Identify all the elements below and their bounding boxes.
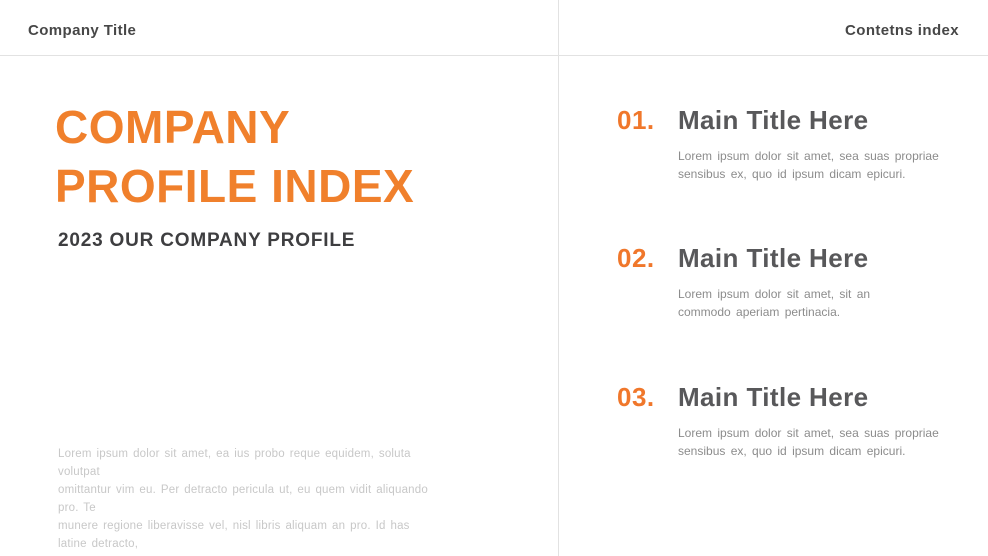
index-item-description-line: Lorem ipsum dolor sit amet, sea suas pro… bbox=[678, 149, 939, 163]
index-item-title: Main Title Here bbox=[678, 105, 869, 135]
company-title: Company Title bbox=[28, 22, 137, 39]
index-item-description-line: commodo aperiam pertinacia. bbox=[678, 305, 841, 319]
index-item-description-line: sensibus ex, quo id ipsum dicam epicuri. bbox=[678, 167, 906, 181]
index-item-number: 02. bbox=[617, 243, 655, 273]
index-item-title: Main Title Here bbox=[678, 243, 869, 273]
index-item-description-line: Lorem ipsum dolor sit amet, sit an bbox=[678, 287, 871, 301]
index-item-body: Main Title Here Lorem ipsum dolor sit am… bbox=[678, 382, 939, 460]
index-item-body: Main Title Here Lorem ipsum dolor sit am… bbox=[678, 243, 870, 321]
index-item-description: Lorem ipsum dolor sit amet, sea suas pro… bbox=[678, 424, 939, 460]
index-item-number: 03. bbox=[617, 382, 655, 412]
intro-paragraph: Lorem ipsum dolor sit amet, ea ius probo… bbox=[58, 445, 428, 556]
page-title-line1: COMPANY bbox=[55, 101, 291, 153]
vertical-divider bbox=[558, 0, 559, 556]
index-item-description-line: Lorem ipsum dolor sit amet, sea suas pro… bbox=[678, 426, 939, 440]
index-item-description-line: sensibus ex, quo id ipsum dicam epicuri. bbox=[678, 444, 906, 458]
page-title: COMPANY PROFILE INDEX bbox=[55, 98, 414, 216]
intro-paragraph-line: munere regione liberavisse vel, nisl lib… bbox=[58, 520, 410, 550]
index-item-01: 01. Main Title Here Lorem ipsum dolor si… bbox=[617, 105, 939, 183]
index-item-02: 02. Main Title Here Lorem ipsum dolor si… bbox=[617, 243, 870, 321]
intro-paragraph-line: omittantur vim eu. Per detracto pericula… bbox=[58, 484, 428, 514]
index-item-title: Main Title Here bbox=[678, 382, 869, 412]
contents-index-label: Contetns index bbox=[845, 22, 959, 39]
page-title-line2: PROFILE INDEX bbox=[55, 160, 415, 212]
index-item-03: 03. Main Title Here Lorem ipsum dolor si… bbox=[617, 382, 939, 460]
index-item-description: Lorem ipsum dolor sit amet, sit an commo… bbox=[678, 285, 870, 321]
page-subtitle: 2023 OUR COMPANY PROFILE bbox=[58, 230, 356, 251]
index-item-number: 01. bbox=[617, 105, 655, 135]
intro-paragraph-line: Lorem ipsum dolor sit amet, ea ius probo… bbox=[58, 448, 411, 478]
index-item-description: Lorem ipsum dolor sit amet, sea suas pro… bbox=[678, 147, 939, 183]
header-divider bbox=[0, 55, 988, 56]
index-item-body: Main Title Here Lorem ipsum dolor sit am… bbox=[678, 105, 939, 183]
